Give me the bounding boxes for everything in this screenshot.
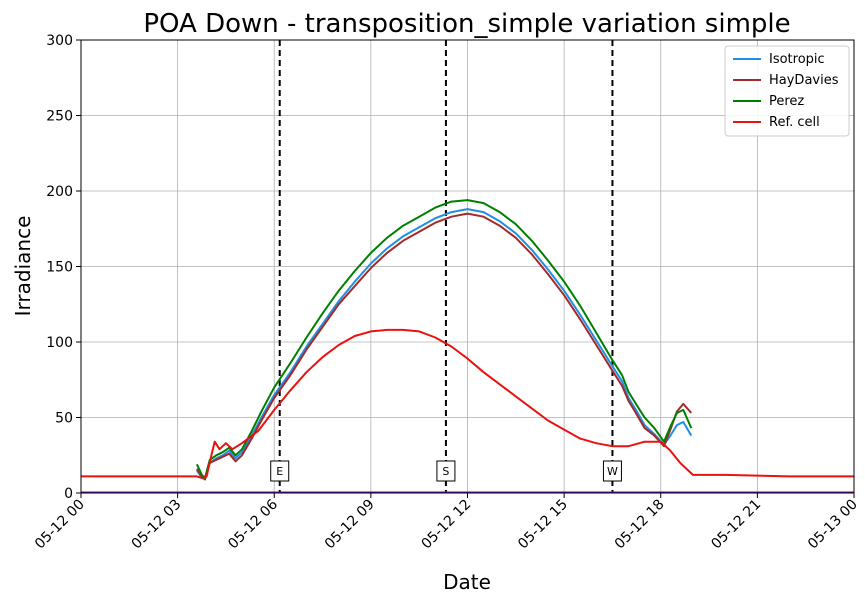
y-axis-label: Irradiance (11, 216, 35, 317)
y-tick-label: 300 (46, 33, 73, 49)
series-line-ref-cell (81, 328, 854, 479)
marker-label-e: E (276, 465, 283, 478)
marker-label-w: W (607, 465, 618, 478)
legend-label-ref-cell: Ref. cell (769, 115, 820, 130)
series-line-isotropic (196, 208, 693, 481)
series-line-perez (195, 199, 693, 479)
marker-box-s (436, 460, 456, 482)
marker-box-e (270, 460, 290, 482)
series-line-haydavies (196, 212, 693, 481)
y-tick-label: 150 (46, 260, 73, 276)
legend-label-perez: Perez (769, 94, 804, 109)
x-axis-label: Date (443, 570, 491, 594)
y-tick-label: 250 (46, 109, 73, 125)
marker-box-w (602, 460, 622, 482)
y-tick-label: 100 (46, 335, 73, 351)
y-tick-label: 50 (55, 411, 73, 427)
legend-label-isotropic: Isotropic (769, 52, 825, 67)
legend-box (724, 45, 850, 137)
legend: Isotropic HayDavies Perez Ref. cell (724, 45, 850, 137)
chart-title: POA Down - transposition_simple variatio… (143, 9, 790, 39)
legend-label-haydavies: HayDavies (769, 73, 839, 88)
marker-label-s: S (442, 465, 449, 478)
y-tick-label: 0 (64, 486, 73, 502)
y-tick-label: 200 (46, 184, 73, 200)
